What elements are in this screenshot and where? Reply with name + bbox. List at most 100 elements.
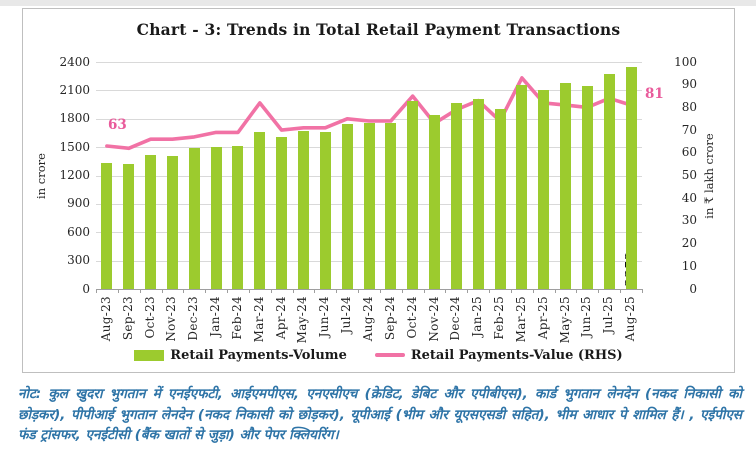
x-axis-tick [598, 289, 600, 293]
left-axis-tick-label: 900 [67, 196, 90, 211]
left-axis-tick-label: 0 [82, 281, 90, 296]
x-axis-category-label: Mar-24 [251, 296, 266, 343]
x-axis-tick [620, 289, 622, 293]
x-axis-tick [489, 289, 491, 293]
x-axis-tick [423, 289, 425, 293]
gridline [96, 62, 642, 63]
volume-bar [276, 136, 288, 289]
left-axis-tick-label: 2400 [59, 54, 90, 69]
x-axis-category-label: Feb-24 [229, 296, 244, 340]
x-axis-category-label: Oct-24 [404, 296, 419, 339]
legend-item-volume: Retail Payments-Volume [134, 348, 347, 363]
x-axis-tick [183, 289, 185, 293]
x-axis-tick [358, 289, 360, 293]
x-axis-tick [510, 289, 512, 293]
volume-bar [210, 146, 222, 289]
x-axis-category-label: Aug-24 [361, 296, 375, 342]
right-axis-tick-label: 20 [681, 236, 697, 251]
volume-bar [145, 154, 157, 289]
right-axis-tick-label: 50 [681, 168, 697, 182]
volume-bar [385, 123, 397, 289]
volume-bar [560, 83, 572, 289]
x-axis-category-label: Sep-24 [382, 296, 397, 341]
right-axis-tick-label: 90 [681, 77, 697, 92]
volume-bar [581, 86, 593, 289]
volume-bar [188, 148, 200, 289]
right-axis-tick-label: 70 [681, 122, 697, 137]
right-axis-tick-label: 0 [689, 281, 697, 296]
x-axis-category-label: Sep-23 [120, 296, 135, 341]
left-axis-tick-label: 1500 [59, 139, 90, 154]
data-label-first-point: 63 [108, 117, 127, 133]
left-axis-tick-label: 600 [67, 224, 90, 239]
volume-bar [450, 102, 462, 289]
x-axis-tick [96, 289, 97, 293]
x-axis-tick [248, 289, 250, 293]
x-axis-tick [379, 289, 381, 293]
right-axis-title: in ₹ lakh crore [702, 132, 716, 219]
right-axis-tick-label: 40 [681, 190, 697, 205]
x-axis-tick [642, 289, 643, 293]
x-axis-category-label: May-24 [295, 296, 310, 344]
volume-bar [407, 101, 419, 289]
x-axis-tick [467, 289, 469, 293]
x-axis-category-label: Dec-23 [186, 296, 201, 341]
x-axis-category-label: Jan-24 [208, 296, 223, 337]
volume-bar [603, 74, 615, 289]
x-axis-tick [117, 289, 119, 293]
chart-title: Chart - 3: Trends in Total Retail Paymen… [136, 20, 621, 39]
x-axis-tick [270, 289, 272, 293]
x-axis-category-label: Mar-25 [513, 296, 528, 343]
x-axis-category-label: Aug-23 [98, 296, 113, 342]
x-axis-tick [205, 289, 207, 293]
volume-bar [472, 99, 484, 289]
plot-area: in crore in ₹ lakh crore 1333 2352 63 81… [34, 55, 716, 343]
x-axis-tick [401, 289, 403, 293]
x-axis-category-label: Jan-25 [470, 296, 485, 337]
x-axis-category-label: Feb-25 [492, 296, 507, 340]
left-axis-tick-label: 300 [67, 253, 90, 268]
x-axis-tick [161, 289, 163, 293]
right-axis-tick-label: 80 [681, 99, 697, 114]
x-axis-category-label: Jun-25 [579, 296, 594, 338]
x-axis-tick [292, 289, 294, 293]
volume-bar [625, 66, 637, 289]
volume-bar [319, 132, 331, 289]
right-axis-tick-label: 10 [681, 258, 697, 273]
x-axis-category-label: Nov-24 [426, 296, 441, 342]
x-axis-tick [227, 289, 229, 293]
x-axis-category-label: Oct-23 [142, 296, 157, 339]
x-axis-tick [445, 289, 447, 293]
x-axis-category-label: Apr-25 [535, 296, 550, 340]
volume-bar [516, 85, 528, 289]
legend-item-value: Retail Payments-Value (RHS) [374, 347, 623, 363]
x-axis-tick [314, 289, 316, 293]
bar-swatch-icon [134, 349, 165, 361]
line-swatch-icon [374, 353, 405, 357]
right-axis-tick-label: 100 [674, 54, 697, 69]
x-axis-category-label: Nov-23 [164, 296, 179, 342]
left-axis-tick-label: 1200 [59, 168, 90, 182]
left-axis-tick-label: 2100 [59, 82, 90, 97]
volume-bar [232, 146, 244, 289]
x-axis-tick [554, 289, 556, 293]
left-axis-title: in crore [34, 152, 48, 199]
left-axis-tick-label: 1800 [59, 111, 90, 126]
chart-legend: Retail Payments-Volume Retail Payments-V… [23, 347, 734, 363]
volume-bar [429, 115, 441, 289]
right-axis-tick-label: 60 [681, 145, 697, 160]
page-top-strip [0, 0, 756, 6]
x-axis-tick [532, 289, 534, 293]
x-axis-category-label: Jul-24 [339, 296, 354, 334]
x-axis-tick [139, 289, 141, 293]
right-axis-tick-label: 30 [681, 213, 697, 228]
volume-bar [538, 90, 550, 289]
legend-label-value: Retail Payments-Value (RHS) [410, 347, 623, 363]
volume-bar [166, 155, 178, 289]
volume-bar [341, 124, 353, 289]
gridline [96, 90, 642, 92]
chart-container: Chart - 3: Trends in Total Retail Paymen… [22, 8, 735, 373]
x-axis-category-label: Dec-24 [448, 296, 463, 341]
x-axis-category-label: Apr-24 [273, 296, 288, 340]
volume-bar [254, 131, 266, 289]
